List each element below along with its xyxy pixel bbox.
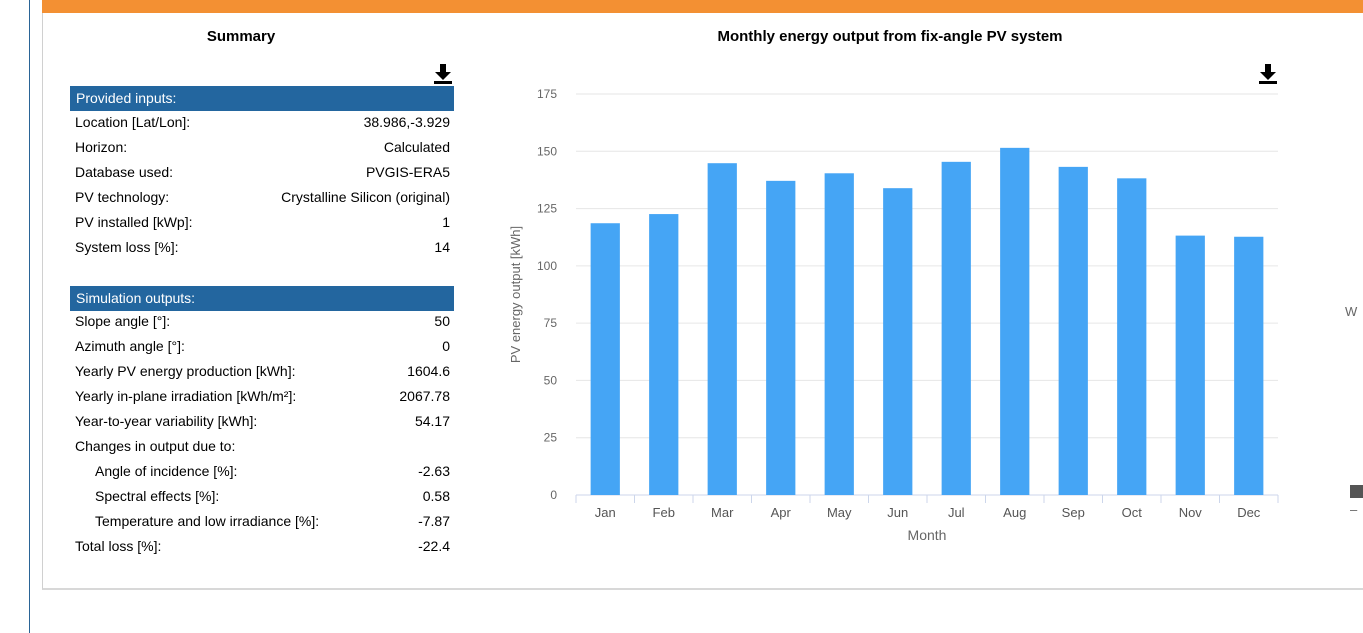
summary-row: Azimuth angle [°]: 0: [75, 334, 450, 359]
bar-may: [824, 173, 854, 495]
row-label: Temperature and low irradiance [%]:: [95, 513, 320, 529]
row-value: 1604.6: [407, 363, 450, 379]
panel-header-bar: [42, 0, 1363, 13]
row-label: Changes in output due to:: [75, 438, 236, 454]
row-label: Database used:: [75, 164, 174, 180]
download-icon[interactable]: [432, 62, 454, 84]
summary-row: Database used: PVGIS-ERA5: [75, 160, 450, 185]
summary-row: Yearly in-plane irradiation [kWh/m²]: 206…: [75, 384, 450, 409]
bar-sep: [1058, 166, 1088, 495]
x-tick-label: Jan: [595, 505, 616, 520]
summary-row: Total loss [%]: -22.4: [75, 534, 450, 559]
summary-row: Location [Lat/Lon]: 38.986,-3.929: [75, 110, 450, 135]
row-value: -2.63: [418, 463, 450, 479]
y-axis-title: PV energy output [kWh]: [508, 226, 523, 363]
summary-row: Changes in output due to:: [75, 434, 450, 459]
row-label: Yearly PV energy production [kWh]:: [75, 363, 296, 379]
edge-partial-letter: W: [1345, 304, 1358, 319]
x-tick-label: Sep: [1062, 505, 1085, 520]
row-value: 14: [434, 239, 450, 255]
summary-row: Spectral effects [%]: 0.58: [75, 484, 450, 509]
x-tick-label: Aug: [1003, 505, 1026, 520]
chart-title: Monthly energy output from fix-angle PV …: [717, 28, 1063, 45]
bar-aug: [1000, 147, 1030, 495]
y-tick-label: 100: [537, 259, 557, 273]
row-label: Yearly in-plane irradiation [kWh/m²]:: [75, 388, 297, 404]
provided-inputs-header: Provided inputs:: [70, 86, 454, 111]
bar-dec: [1234, 236, 1264, 496]
row-label: Slope angle [°]:: [75, 313, 171, 329]
summary-row: Slope angle [°]: 50: [75, 309, 450, 334]
x-tick-label: Jun: [887, 505, 908, 520]
summary-row: PV installed [kWp]: 1: [75, 210, 450, 235]
row-value: 54.17: [414, 413, 450, 429]
row-value: 38.986,-3.929: [363, 114, 450, 130]
x-tick-label: Oct: [1122, 505, 1143, 520]
monthly-output-chart: 0 25 50 75 100 125 150 175 Jan Feb Mar Apr May Jun Jul…: [508, 87, 1279, 543]
summary-row: System loss [%]: 14: [75, 235, 450, 260]
row-value: 50: [434, 313, 450, 329]
summary-row: Year-to-year variability [kWh]: 54.17: [75, 409, 450, 434]
bar-jul: [941, 161, 971, 495]
x-tick-label: May: [827, 505, 852, 520]
row-label: Year-to-year variability [kWh]:: [75, 413, 258, 429]
row-value: 2067.78: [399, 388, 450, 404]
edge-partial-legend-swatch: [1350, 485, 1363, 498]
summary-row: Temperature and low irradiance [%]: -7.87: [75, 509, 450, 534]
y-tick-label: 75: [544, 316, 558, 330]
row-label: Location [Lat/Lon]:: [75, 114, 191, 130]
bar-jun: [883, 188, 913, 495]
row-value: 1: [442, 214, 450, 230]
simulation-outputs-header: Simulation outputs:: [70, 286, 454, 311]
x-axis-title: Month: [908, 527, 947, 543]
summary-row: Horizon: Calculated: [75, 135, 450, 160]
bar-feb: [649, 214, 679, 495]
summary-row: Angle of incidence [%]: -2.63: [75, 459, 450, 484]
row-value: Calculated: [383, 139, 450, 155]
row-label: PV installed [kWp]:: [75, 214, 193, 230]
row-label: Horizon:: [75, 139, 128, 155]
summary-row: Yearly PV energy production [kWh]: 1604.6: [75, 359, 450, 384]
summary-title: Summary: [206, 28, 276, 45]
x-tick-label: Dec: [1237, 505, 1261, 520]
row-value: Crystalline Silicon (original): [281, 189, 450, 205]
y-tick-label: 50: [544, 373, 558, 387]
x-tick-label: Apr: [771, 505, 792, 520]
bar-mar: [707, 163, 737, 495]
bar-oct: [1117, 178, 1147, 495]
row-value: 0.58: [422, 488, 450, 504]
row-value: PVGIS-ERA5: [365, 164, 450, 180]
y-tick-label: 150: [537, 144, 557, 158]
x-tick-label: Jul: [948, 505, 965, 520]
x-tick-label: Feb: [653, 505, 675, 520]
y-tick-label: 25: [544, 431, 558, 445]
x-tick-label: Nov: [1179, 505, 1203, 520]
row-value: -22.4: [418, 538, 450, 554]
row-label: Azimuth angle [°]:: [75, 338, 185, 354]
bar-jan: [590, 223, 620, 495]
x-tick-label: Mar: [711, 505, 734, 520]
y-tick-label: 0: [550, 488, 557, 502]
row-label: PV technology:: [75, 189, 170, 205]
summary-row: PV technology: Crystalline Silicon (origi…: [75, 185, 450, 210]
download-icon[interactable]: [1257, 62, 1279, 84]
row-label: Spectral effects [%]:: [95, 488, 220, 504]
row-label: System loss [%]:: [75, 239, 179, 255]
row-label: Total loss [%]:: [75, 538, 162, 554]
page-left-rule: [29, 0, 30, 633]
edge-partial-dash: –: [1350, 502, 1358, 517]
row-value: 0: [442, 338, 450, 354]
row-label: Angle of incidence [%]:: [95, 463, 238, 479]
row-value: -7.87: [418, 513, 450, 529]
y-tick-label: 175: [537, 87, 557, 101]
y-tick-label: 125: [537, 202, 557, 216]
bar-nov: [1175, 235, 1205, 495]
bar-apr: [766, 180, 796, 495]
